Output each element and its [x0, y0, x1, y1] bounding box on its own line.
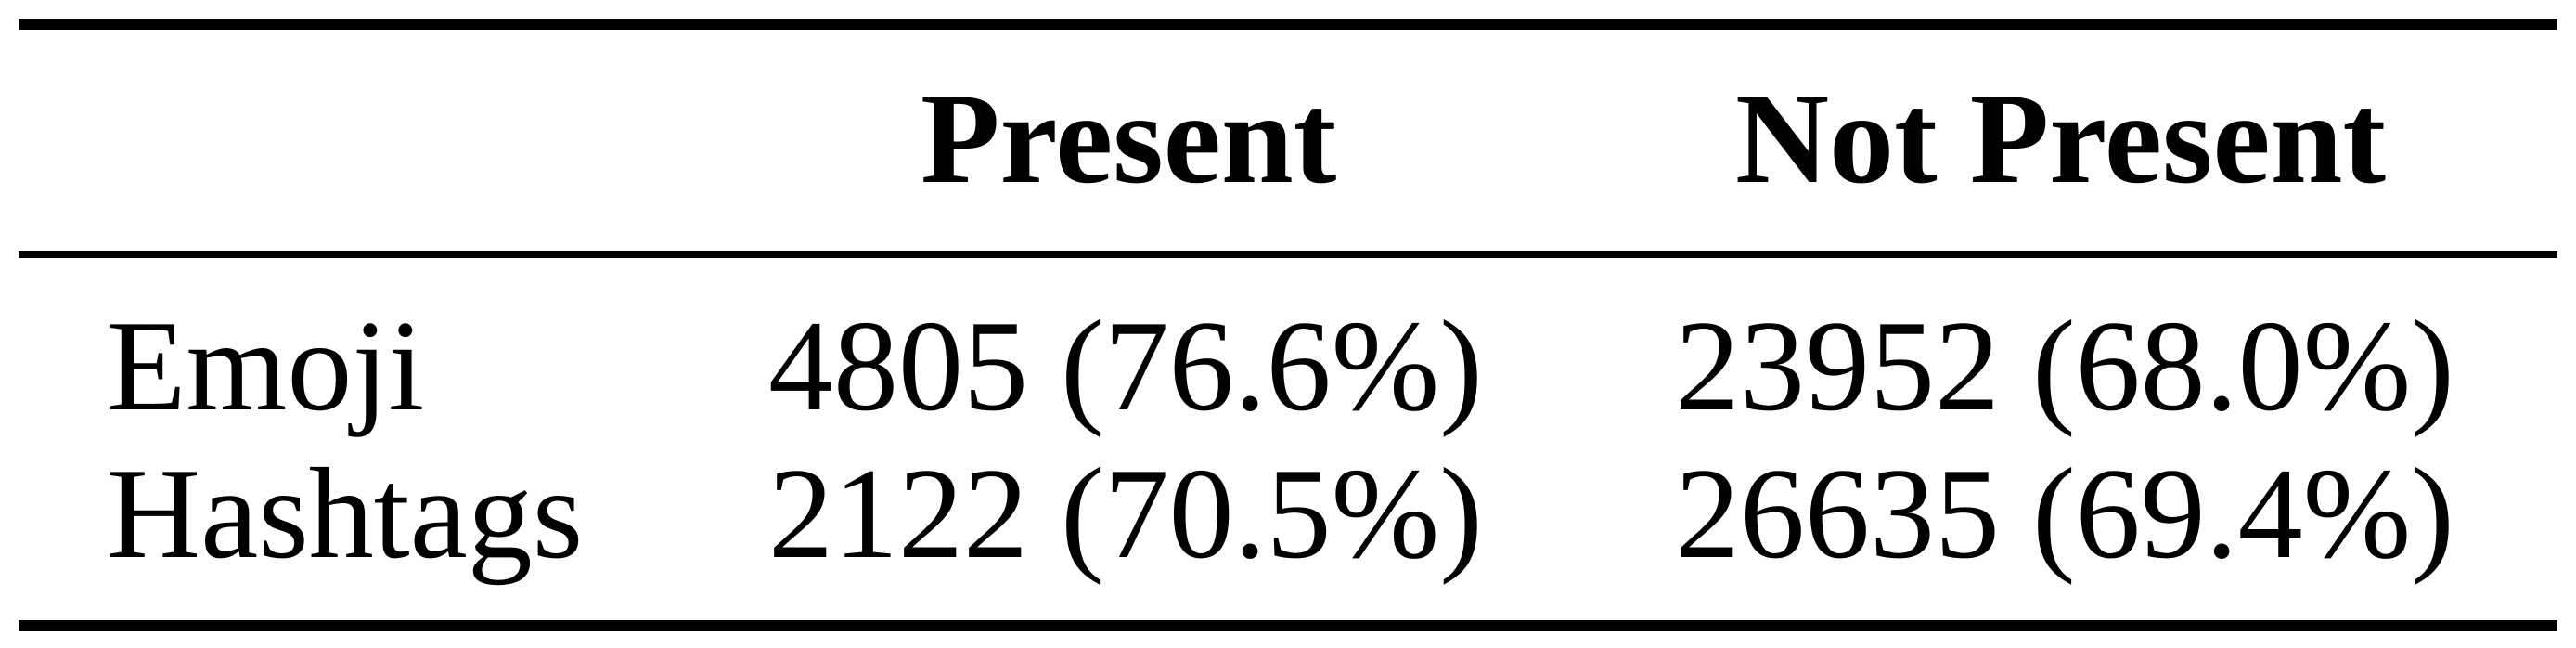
row-label-hashtags: Hashtags — [107, 442, 584, 586]
emoji-not-present-value: 23952 (68.0%) — [1675, 294, 2454, 438]
bottom-rule — [19, 620, 2557, 631]
header-rule — [19, 251, 2557, 258]
emoji-present-value: 4805 (76.6%) — [768, 294, 1483, 438]
row-label-emoji: Emoji — [107, 294, 425, 438]
hashtags-present-value: 2122 (70.5%) — [768, 442, 1483, 586]
header-present: Present — [921, 67, 1337, 211]
hashtags-not-present-value: 26635 (69.4%) — [1675, 442, 2454, 586]
top-rule — [19, 19, 2557, 30]
header-not-present: Not Present — [1735, 67, 2387, 211]
